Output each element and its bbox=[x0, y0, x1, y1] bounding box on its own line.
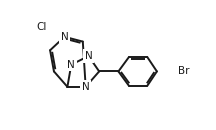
Text: Br: Br bbox=[178, 66, 190, 76]
Text: N: N bbox=[85, 51, 92, 61]
Text: N: N bbox=[61, 32, 68, 42]
Text: Cl: Cl bbox=[36, 22, 47, 32]
Text: N: N bbox=[82, 82, 90, 92]
Text: N: N bbox=[67, 60, 75, 70]
